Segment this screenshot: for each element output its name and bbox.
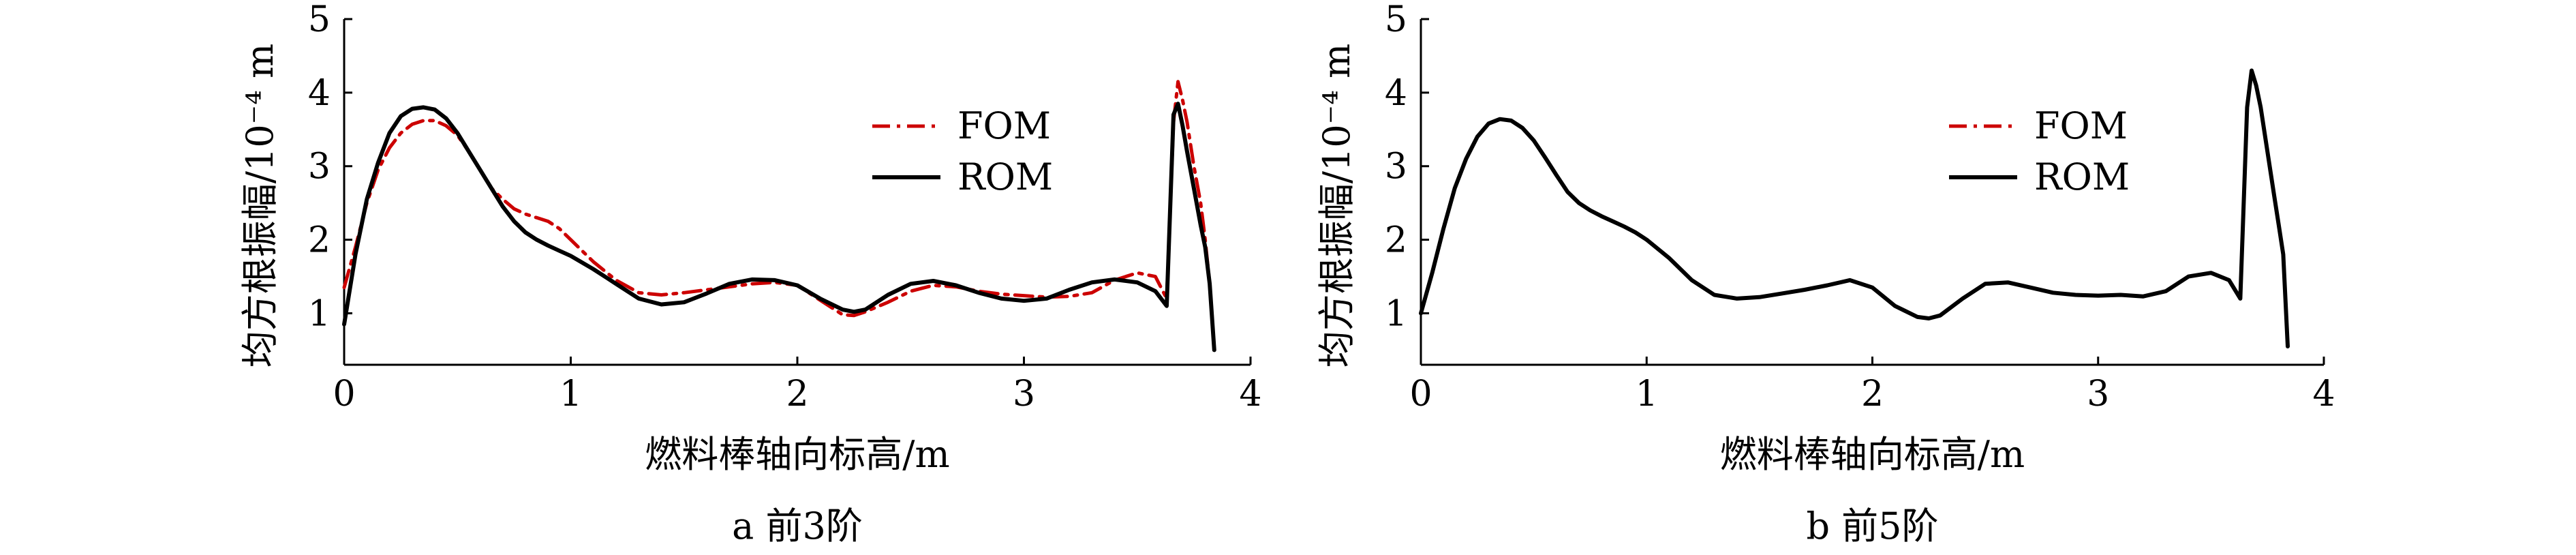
legend-label-rom: ROM <box>957 155 1053 198</box>
x-tick-label: 0 <box>1409 374 1432 415</box>
legend-label-rom: ROM <box>2034 155 2130 198</box>
y-tick-label: 1 <box>1385 293 1407 334</box>
x-axis-title: 燃料棒轴向标高/m <box>1720 433 2025 476</box>
x-tick-label: 2 <box>786 374 808 415</box>
y-tick-label: 5 <box>1385 0 1407 40</box>
y-tick-label: 4 <box>1385 73 1407 114</box>
x-tick-label: 3 <box>2087 374 2109 415</box>
y-tick-label: 2 <box>1385 220 1407 261</box>
x-tick-label: 3 <box>1013 374 1035 415</box>
panel-caption: a 前3阶 <box>732 505 863 548</box>
y-axis-title: 均方根振幅/10⁻⁴ m <box>1315 44 1358 368</box>
x-tick-label: 1 <box>1636 374 1658 415</box>
y-tick-label: 4 <box>308 73 331 114</box>
x-tick-label: 0 <box>333 374 355 415</box>
x-tick-label: 4 <box>1239 374 1261 415</box>
x-tick-label: 4 <box>2312 374 2335 415</box>
y-tick-label: 5 <box>308 0 331 40</box>
y-tick-label: 1 <box>308 293 331 334</box>
x-tick-label: 1 <box>559 374 582 415</box>
series-line-rom <box>342 102 1216 352</box>
x-axis-title: 燃料棒轴向标高/m <box>645 433 949 476</box>
x-tick-label: 2 <box>1861 374 1884 415</box>
y-tick-label: 3 <box>1385 147 1407 188</box>
y-axis-title: 均方根振幅/10⁻⁴ m <box>239 44 281 368</box>
y-tick-label: 3 <box>308 147 331 188</box>
legend-label-fom: FOM <box>957 104 1051 147</box>
legend-label-fom: FOM <box>2034 104 2128 147</box>
y-tick-label: 2 <box>308 220 331 261</box>
series-line-fom <box>342 80 1216 352</box>
series-line-rom <box>1419 68 2290 348</box>
series-line-fom <box>1419 69 2290 348</box>
panel-caption: b 前5阶 <box>1806 505 1938 548</box>
